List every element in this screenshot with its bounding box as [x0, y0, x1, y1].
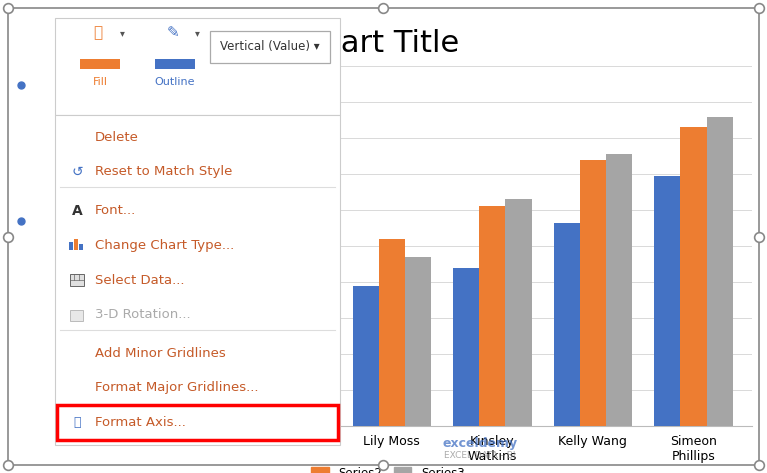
Bar: [706, 116, 732, 426]
Bar: [79, 245, 83, 250]
Text: ▾: ▾: [195, 28, 199, 38]
Bar: [70, 274, 84, 286]
Text: ▾: ▾: [120, 28, 124, 38]
Text: ↺: ↺: [71, 165, 83, 179]
Text: Format Major Gridlines...: Format Major Gridlines...: [95, 382, 258, 394]
Text: Delete: Delete: [95, 131, 139, 144]
Text: Font...: Font...: [95, 204, 137, 217]
Text: Add Minor Gridlines: Add Minor Gridlines: [95, 347, 225, 360]
Bar: [680, 127, 706, 426]
Legend: Series2, Series3: Series2, Series3: [306, 462, 469, 473]
Bar: [453, 268, 479, 426]
Bar: [554, 223, 580, 426]
Bar: [505, 199, 532, 426]
Bar: [379, 239, 405, 426]
Bar: [80, 59, 120, 69]
Bar: [606, 154, 632, 426]
Text: 3-D Rotation...: 3-D Rotation...: [95, 308, 191, 321]
Bar: [353, 286, 379, 426]
Bar: [69, 242, 73, 250]
Bar: [70, 310, 83, 321]
Text: Select Data...: Select Data...: [95, 273, 185, 287]
Text: Fill: Fill: [93, 77, 107, 87]
Text: Reset to Match Style: Reset to Match Style: [95, 166, 232, 178]
Bar: [210, 31, 330, 63]
Text: Change Chart Type...: Change Chart Type...: [95, 239, 234, 252]
Bar: [55, 18, 340, 115]
Text: ✎: ✎: [166, 26, 179, 41]
Bar: [57, 405, 338, 440]
Text: ✋: ✋: [74, 416, 81, 429]
Text: Outline: Outline: [155, 77, 196, 87]
Bar: [55, 115, 340, 445]
Bar: [155, 59, 195, 69]
Text: Format Axis...: Format Axis...: [95, 416, 186, 429]
Text: A: A: [71, 204, 82, 218]
Text: Vertical (Value) ▾: Vertical (Value) ▾: [220, 41, 320, 53]
Text: EXCEL DATA - BI: EXCEL DATA - BI: [444, 450, 515, 459]
Bar: [405, 257, 431, 426]
Bar: [654, 176, 680, 426]
Bar: [479, 206, 505, 426]
Text: exceldemy: exceldemy: [443, 437, 518, 449]
Bar: [580, 160, 606, 426]
Text: 🪣: 🪣: [94, 26, 103, 41]
Bar: [74, 239, 78, 250]
Text: Chart Title: Chart Title: [300, 29, 459, 58]
